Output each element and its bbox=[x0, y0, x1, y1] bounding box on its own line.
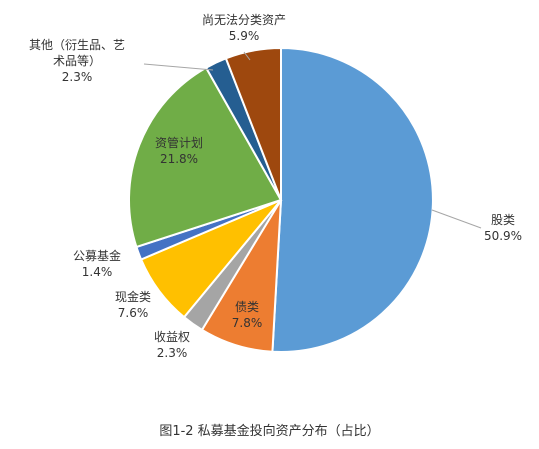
leader-line bbox=[243, 51, 251, 61]
chart-caption: 图1-2 私募基金投向资产分布（占比） bbox=[159, 424, 380, 439]
slice-label-name: 债类 bbox=[235, 300, 259, 314]
slice-label-name: 资管计划 bbox=[155, 135, 203, 150]
slice-label-name: 收益权 bbox=[154, 330, 190, 344]
slice-label-value: 1.4% bbox=[82, 265, 113, 279]
leader-lines bbox=[143, 51, 482, 229]
pie-slices bbox=[128, 46, 434, 353]
slice-label-name: 股类 bbox=[491, 213, 515, 227]
slice-label-value: 2.3% bbox=[62, 70, 93, 84]
pie-slice-股类 bbox=[271, 46, 434, 353]
slice-label-name: 其他（衍生品、艺 bbox=[29, 38, 125, 52]
slice-label-name: 现金类 bbox=[115, 289, 151, 304]
pie-slice-尚无法分类资产 bbox=[224, 46, 282, 201]
slice-label-value: 50.9% bbox=[484, 229, 522, 243]
slice-label-value: 7.6% bbox=[118, 306, 149, 320]
pie-slice-资管计划 bbox=[128, 66, 283, 249]
slice-label-value: 5.9% bbox=[229, 29, 260, 43]
slice-labels: 股类 50.9% 债类 7.8% 收益权 2.3% 现金类 7.6% 公募基金 1.4% 资管计划 2… bbox=[29, 13, 522, 360]
leader-line bbox=[431, 209, 482, 229]
slice-label-name: 术品等） bbox=[53, 54, 101, 68]
slice-label-value: 2.3% bbox=[157, 346, 188, 360]
slice-label-name: 尚无法分类资产 bbox=[202, 13, 286, 27]
leader-line bbox=[143, 63, 214, 71]
slice-label-value: 7.8% bbox=[232, 316, 263, 330]
slice-label-value: 21.8% bbox=[160, 152, 198, 166]
slice-label-name: 公募基金 bbox=[73, 248, 121, 263]
